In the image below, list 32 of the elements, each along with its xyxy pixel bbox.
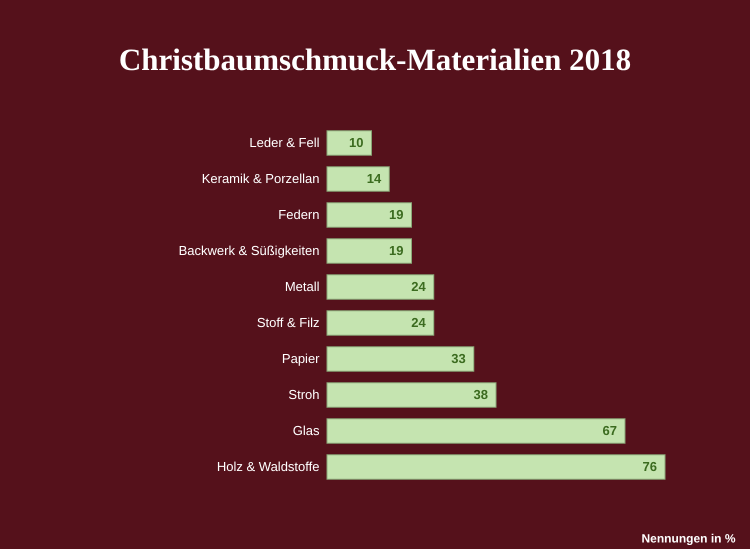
bar (326, 454, 666, 480)
y-tick-label: Stroh (288, 387, 320, 402)
y-tick-label: Glas (292, 423, 320, 438)
bar (326, 130, 372, 156)
y-tick-label: Keramik & Porzellan (202, 171, 320, 186)
data-label: 19 (389, 243, 404, 258)
bar (326, 166, 390, 192)
y-tick-label: Federn (278, 207, 320, 222)
data-label: 67 (602, 423, 617, 438)
data-label: 38 (474, 387, 488, 402)
y-tick-label: Metall (284, 279, 320, 294)
bar (326, 202, 412, 228)
data-label: 24 (411, 279, 426, 294)
bar (326, 382, 496, 408)
y-tick-label: Papier (282, 351, 320, 366)
chart-title: Christbaumschmuck-Materialien 2018 (118, 42, 632, 77)
bar (326, 418, 626, 444)
data-label: 76 (642, 459, 657, 474)
data-label: 19 (389, 207, 404, 222)
data-label: 24 (411, 315, 426, 330)
y-tick-label: Stoff & Filz (256, 315, 320, 330)
bar (326, 310, 434, 336)
bar (326, 238, 412, 264)
text: Nennungen in % (642, 532, 736, 546)
data-label: 10 (349, 135, 364, 150)
bar (326, 274, 434, 300)
data-label: 14 (366, 171, 382, 186)
y-tick-label: Backwerk & Süßigkeiten (178, 243, 320, 258)
y-tick-label: Leder & Fell (249, 135, 320, 150)
data-label: 33 (451, 351, 466, 366)
y-tick-label: Holz & Waldstoffe (216, 459, 320, 474)
bar (326, 346, 474, 372)
